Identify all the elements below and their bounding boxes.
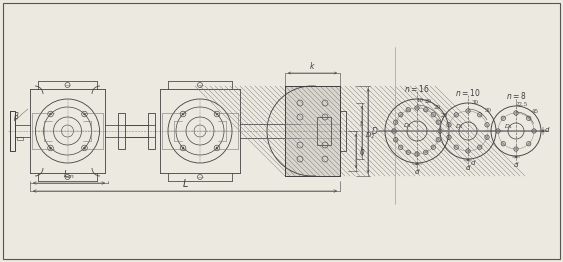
Text: $D_1$: $D_1$	[504, 123, 513, 132]
Text: $k$: $k$	[309, 60, 316, 71]
Text: $d$: $d$	[470, 158, 476, 167]
Bar	[148, 113, 155, 149]
Bar	[10, 111, 15, 151]
Bar	[17, 137, 23, 140]
Text: $\beta$: $\beta$	[13, 110, 20, 123]
Text: $D_1$: $D_1$	[404, 122, 413, 130]
Text: $L_m$: $L_m$	[63, 168, 75, 181]
Text: $L$: $L$	[182, 177, 189, 189]
Text: $d$: $d$	[513, 160, 519, 169]
Circle shape	[83, 147, 86, 149]
Bar	[317, 117, 331, 145]
Circle shape	[216, 147, 218, 149]
Bar	[340, 111, 346, 151]
Text: $d$: $d$	[544, 124, 551, 134]
Text: $D_2$: $D_2$	[365, 131, 375, 141]
Circle shape	[50, 147, 52, 149]
Text: $n=8$: $n=8$	[506, 90, 526, 101]
Text: $D_1$: $D_1$	[455, 122, 464, 131]
Circle shape	[216, 113, 218, 115]
Bar	[285, 86, 340, 176]
Text: 30: 30	[485, 108, 492, 113]
Circle shape	[182, 113, 184, 115]
Text: 45: 45	[531, 110, 539, 114]
Text: $n=16$: $n=16$	[404, 83, 430, 94]
Text: 20: 20	[434, 105, 440, 110]
Text: $h$: $h$	[359, 145, 365, 156]
Text: 20: 20	[440, 113, 448, 118]
Circle shape	[50, 113, 52, 115]
Text: 30: 30	[472, 101, 479, 106]
Circle shape	[182, 147, 184, 149]
Text: $d$: $d$	[465, 163, 471, 172]
Text: 20: 20	[424, 99, 431, 104]
Circle shape	[83, 113, 86, 115]
Text: 10: 10	[416, 98, 423, 103]
Bar	[118, 113, 125, 149]
Text: $d$: $d$	[414, 167, 420, 176]
Text: $t$: $t$	[359, 118, 364, 128]
Text: 22.5: 22.5	[515, 102, 528, 107]
Text: $D$: $D$	[371, 125, 378, 137]
Text: $n=10$: $n=10$	[455, 87, 481, 98]
